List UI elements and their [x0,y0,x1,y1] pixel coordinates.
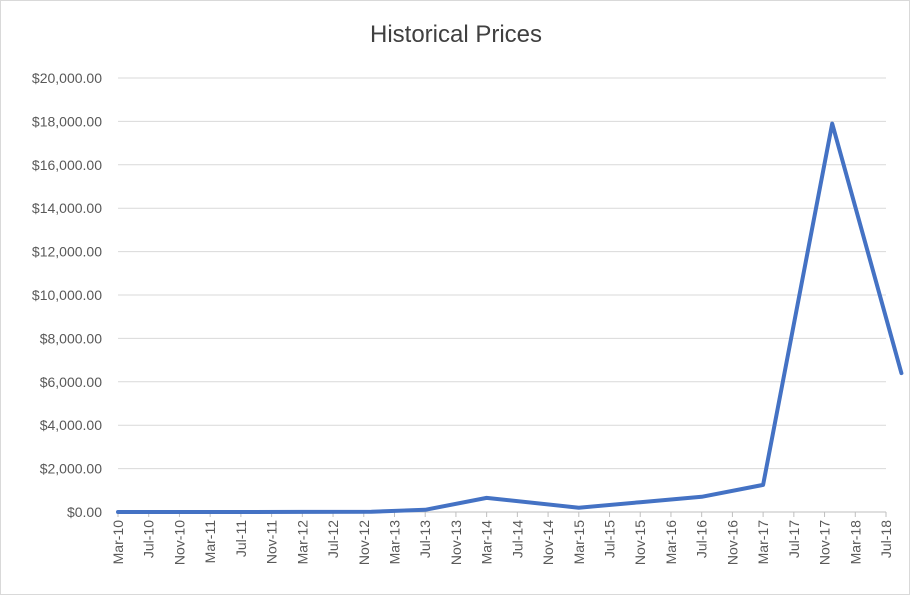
y-tick-label: $0.00 [67,504,102,520]
x-tick-label: Nov-17 [817,520,833,565]
x-tick-label: Nov-13 [448,520,464,565]
y-tick-label: $16,000.00 [32,157,102,173]
x-tick-label: Mar-13 [386,520,402,565]
y-tick-label: $6,000.00 [40,374,102,390]
y-tick-label: $2,000.00 [40,461,102,477]
x-tick-label: Mar-11 [202,520,218,564]
x-tick-label: Jul-12 [325,520,341,558]
y-tick-label: $20,000.00 [32,70,102,86]
x-tick-label: Mar-15 [571,520,587,565]
x-tick-label: Jul-10 [141,520,157,558]
x-tick-label: Nov-10 [171,520,187,565]
x-tick-label: Mar-10 [110,520,126,565]
y-tick-label: $18,000.00 [32,113,102,129]
x-tick-label: Jul-11 [233,520,249,557]
y-tick-label: $14,000.00 [32,200,102,216]
x-tick-label: Nov-12 [356,520,372,565]
chart-title: Historical Prices [369,21,543,48]
x-tick-label: Mar-17 [755,520,771,565]
x-tick-label: Jul-18 [878,520,894,558]
x-tick-label: Nov-15 [632,520,648,565]
x-tick-label: Mar-14 [479,520,495,565]
x-tick-label: Jul-15 [602,520,618,558]
series-line [116,121,904,514]
x-tick-label: Mar-12 [294,520,310,565]
x-tick-label: Nov-16 [724,520,740,565]
x-tick-label: Jul-13 [417,520,433,558]
y-tick-label: $10,000.00 [32,287,102,303]
y-tick-label: $12,000.00 [32,244,102,260]
x-tick-label: Jul-14 [509,520,525,558]
x-tick-label: Jul-16 [694,520,710,558]
x-tick-label: Mar-16 [663,520,679,565]
x-tick-label: Nov-14 [540,520,556,565]
y-tick-label: $8,000.00 [40,330,102,346]
x-tick-label: Jul-17 [786,520,802,558]
x-tick-label: Nov-11 [264,520,280,564]
y-tick-label: $4,000.00 [40,417,102,433]
x-tick-label: Mar-18 [847,520,863,565]
